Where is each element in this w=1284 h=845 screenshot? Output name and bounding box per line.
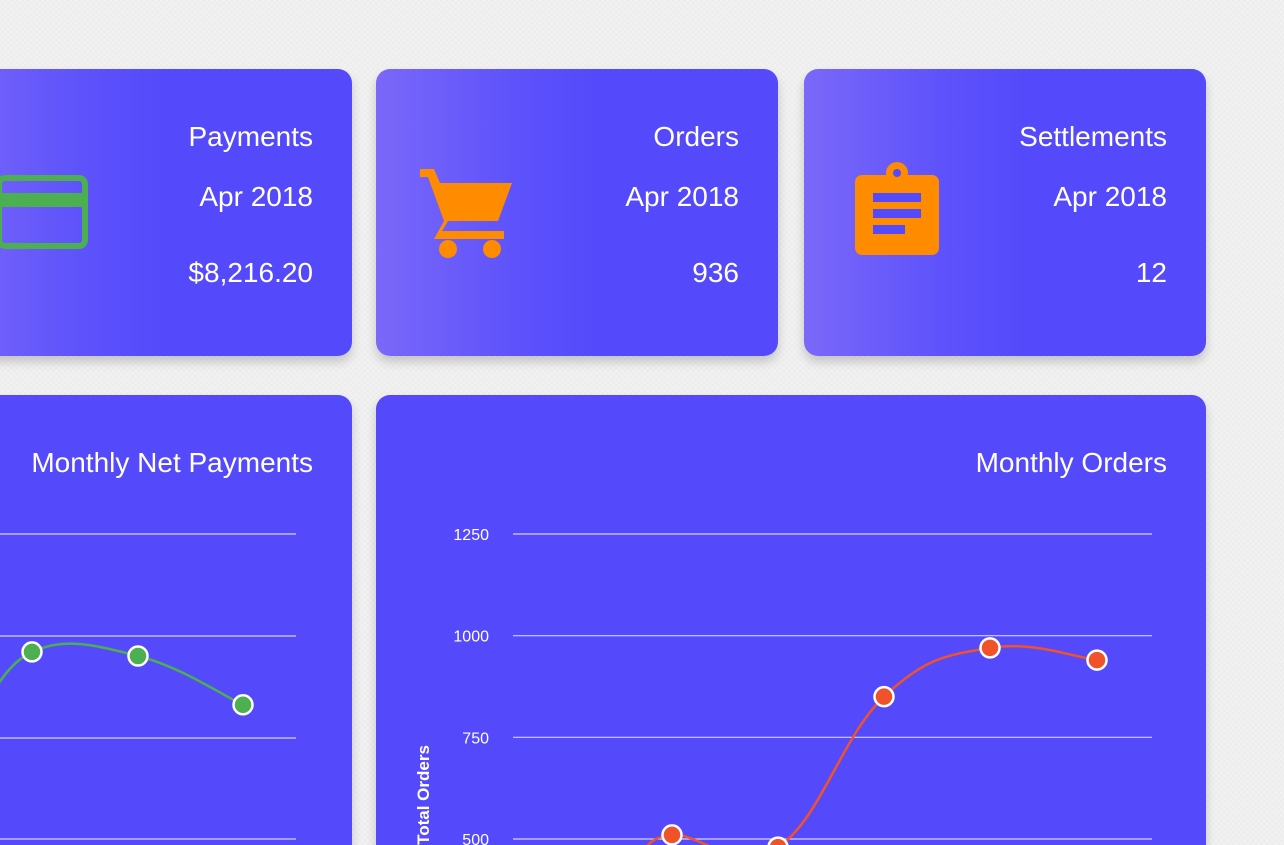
y-tick-label: 750 [462, 730, 489, 747]
net-payments-chart-title: Monthly Net Payments [31, 447, 313, 478]
orders-card[interactable]: Orders Apr 2018 936 [376, 69, 778, 356]
y-tick-label: 1000 [453, 629, 489, 646]
y-tick-label: 500 [462, 832, 489, 845]
settlements-title: Settlements [1019, 121, 1167, 152]
data-point [979, 637, 1001, 659]
y-axis-title: Total Orders [414, 745, 433, 845]
data-point [873, 685, 895, 708]
credit-card-icon [0, 175, 88, 254]
payments-period: Apr 2018 [199, 181, 313, 212]
payments-title: Payments [188, 121, 314, 152]
payments-value: $8,216.20 [188, 257, 313, 288]
data-point [232, 694, 254, 716]
orders-chart-title: Monthly Orders [975, 447, 1167, 478]
orders-title: Orders [653, 121, 739, 152]
shopping-cart-icon [418, 165, 514, 266]
data-point [127, 645, 149, 667]
settlements-card[interactable]: Settlements Apr 2018 12 [804, 69, 1206, 356]
payments-card[interactable]: Payments Apr 2018 $8,216.20 [0, 69, 352, 356]
data-point [21, 641, 43, 663]
orders-chart: 500 750 1000 1250 Total Orders [414, 527, 1152, 845]
orders-value: 936 [692, 257, 739, 288]
data-point [1086, 649, 1108, 671]
data-point [661, 824, 683, 845]
settlements-value: 12 [1135, 257, 1167, 288]
net-payments-chart-card: Monthly Net Payments [0, 395, 352, 845]
data-point [767, 836, 789, 845]
y-tick-label: 1250 [453, 527, 489, 544]
series-line [0, 642, 244, 706]
settlements-period: Apr 2018 [1053, 181, 1167, 212]
series-line [646, 644, 1098, 845]
orders-period: Apr 2018 [625, 181, 739, 212]
clipboard-icon [855, 161, 939, 260]
orders-chart-card: Monthly Orders 500 750 1000 1250 Total Order… [376, 395, 1206, 845]
net-payments-chart [0, 533, 296, 840]
